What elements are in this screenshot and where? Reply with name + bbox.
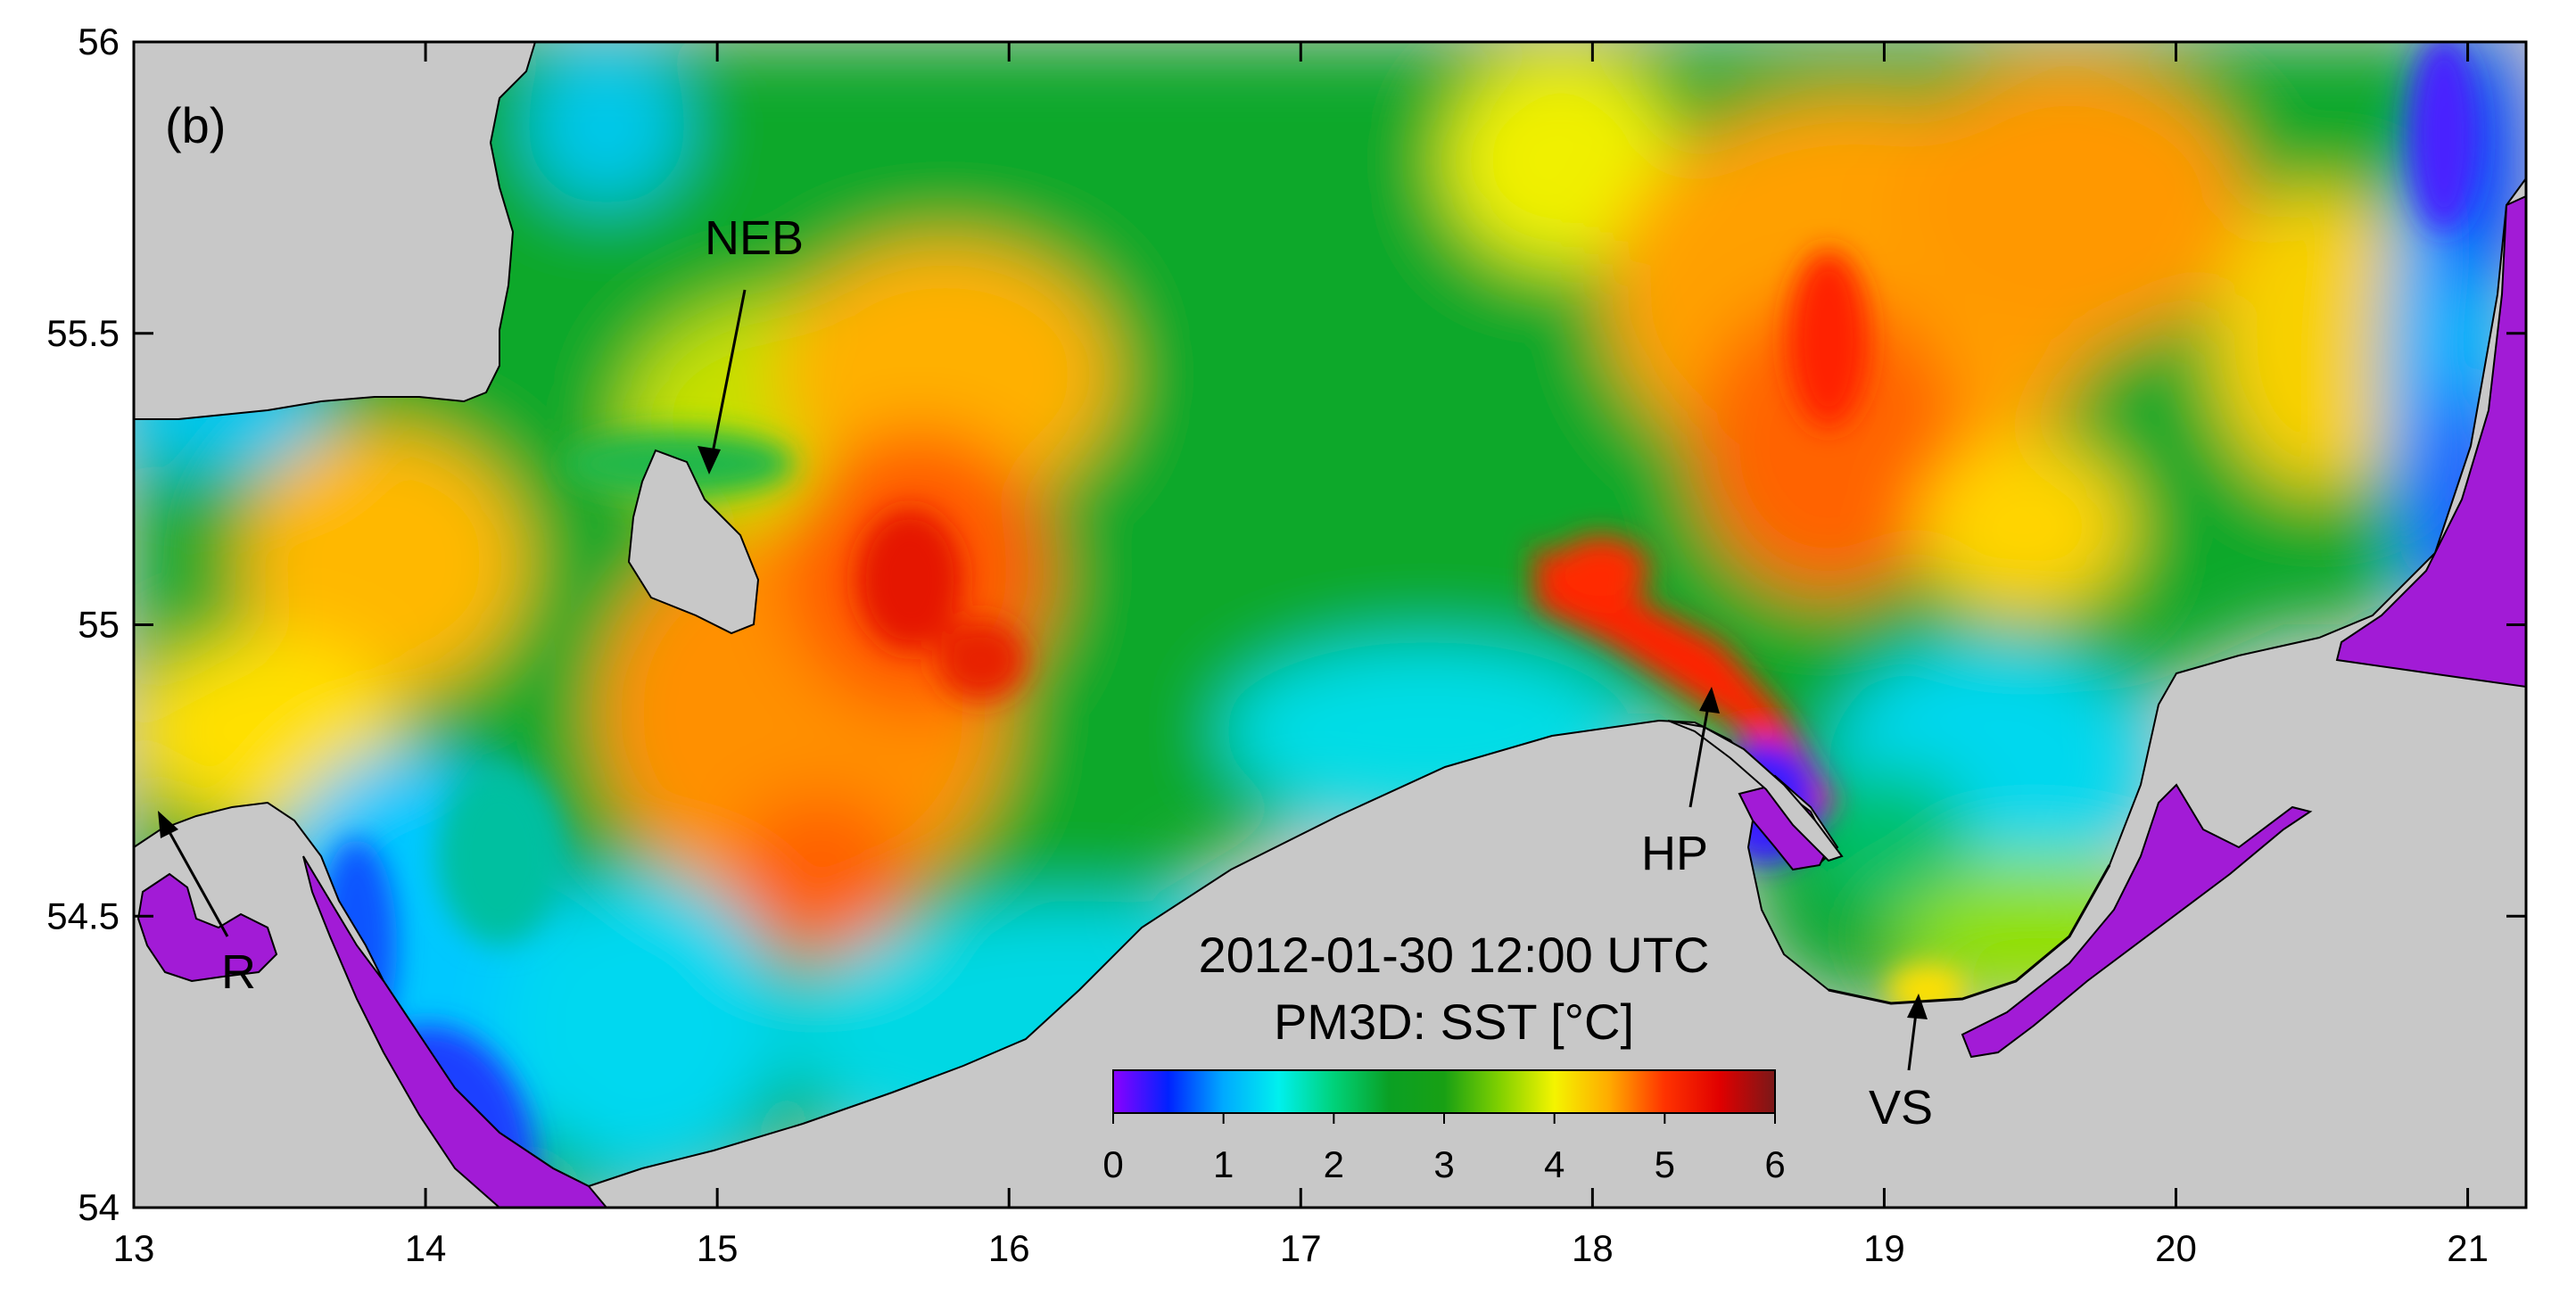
vistula-spit-coast xyxy=(1828,864,2111,1005)
y-tick-label: 54 xyxy=(78,1186,120,1228)
annotation-hp-arrowhead xyxy=(1699,687,1720,713)
annotation-r-arrowhead xyxy=(158,811,178,838)
colorbar-tick-label: 4 xyxy=(1544,1143,1565,1185)
bornholm-island xyxy=(627,449,760,635)
curonian-spit xyxy=(2335,194,2526,689)
annotation-neb-arrowhead xyxy=(698,446,721,474)
annotation-neb: NEB xyxy=(698,211,804,474)
y-tick-label: 55.5 xyxy=(46,312,120,354)
y-tick-label: 54.5 xyxy=(46,895,120,936)
colorbar-tick-label: 5 xyxy=(1655,1143,1675,1185)
sst-field xyxy=(134,42,2524,1208)
polish-land xyxy=(302,855,608,1208)
annotation-vs-label: VS xyxy=(1869,1081,1933,1134)
map-plot-area xyxy=(134,42,2526,1208)
x-tick-label: 19 xyxy=(1863,1227,1905,1269)
annotation-r-label: R xyxy=(221,945,256,999)
colorbar-gradient xyxy=(1112,1069,1776,1114)
colorbar-tick-label: 6 xyxy=(1764,1143,1785,1185)
x-tick-label: 16 xyxy=(988,1227,1030,1269)
x-tick-label: 18 xyxy=(1572,1227,1614,1269)
colorbar: 0 1 2 3 4 5 6 xyxy=(1102,1069,1786,1185)
colorbar-tick-label: 2 xyxy=(1324,1143,1344,1185)
rugen-island xyxy=(136,872,278,983)
annotation-hp-label: HP xyxy=(1641,827,1708,880)
hel-peninsula xyxy=(1667,720,1844,862)
x-tick-label: 21 xyxy=(2447,1227,2489,1269)
panel-label: (b) xyxy=(165,97,226,153)
y-tick-label: 56 xyxy=(78,21,120,62)
sweden-coast xyxy=(134,42,537,420)
variable-title: PM3D: SST [°C] xyxy=(1274,994,1634,1050)
annotation-r-arrow xyxy=(159,815,229,937)
colorbar-tick-label: 0 xyxy=(1102,1143,1123,1185)
annotation-neb-arrow xyxy=(707,289,747,472)
annotation-neb-label: NEB xyxy=(705,211,804,265)
annotation-hp: HP xyxy=(1641,687,1720,880)
annotation-vs-arrowhead xyxy=(1907,994,1928,1019)
annotation-vs: VS xyxy=(1869,994,1933,1134)
x-tick-label: 13 xyxy=(113,1227,155,1269)
x-tick-label: 15 xyxy=(697,1227,739,1269)
colorbar-tick-label: 1 xyxy=(1213,1143,1234,1185)
colorbar-tick-label: 3 xyxy=(1433,1143,1454,1185)
y-tick-label: 55 xyxy=(78,604,120,646)
timestamp-title: 2012-01-30 12:00 UTC xyxy=(1199,927,1710,983)
x-tick-label: 14 xyxy=(405,1227,447,1269)
x-tick-label: 20 xyxy=(2155,1227,2197,1269)
sambia-peninsula xyxy=(1961,783,2313,1059)
annotation-r: R xyxy=(158,811,256,999)
x-axis: 13 14 15 16 17 18 19 20 21 xyxy=(113,42,2489,1269)
colorbar-ticks: 0 1 2 3 4 5 6 xyxy=(1102,1113,1786,1185)
x-tick-label: 17 xyxy=(1280,1227,1322,1269)
